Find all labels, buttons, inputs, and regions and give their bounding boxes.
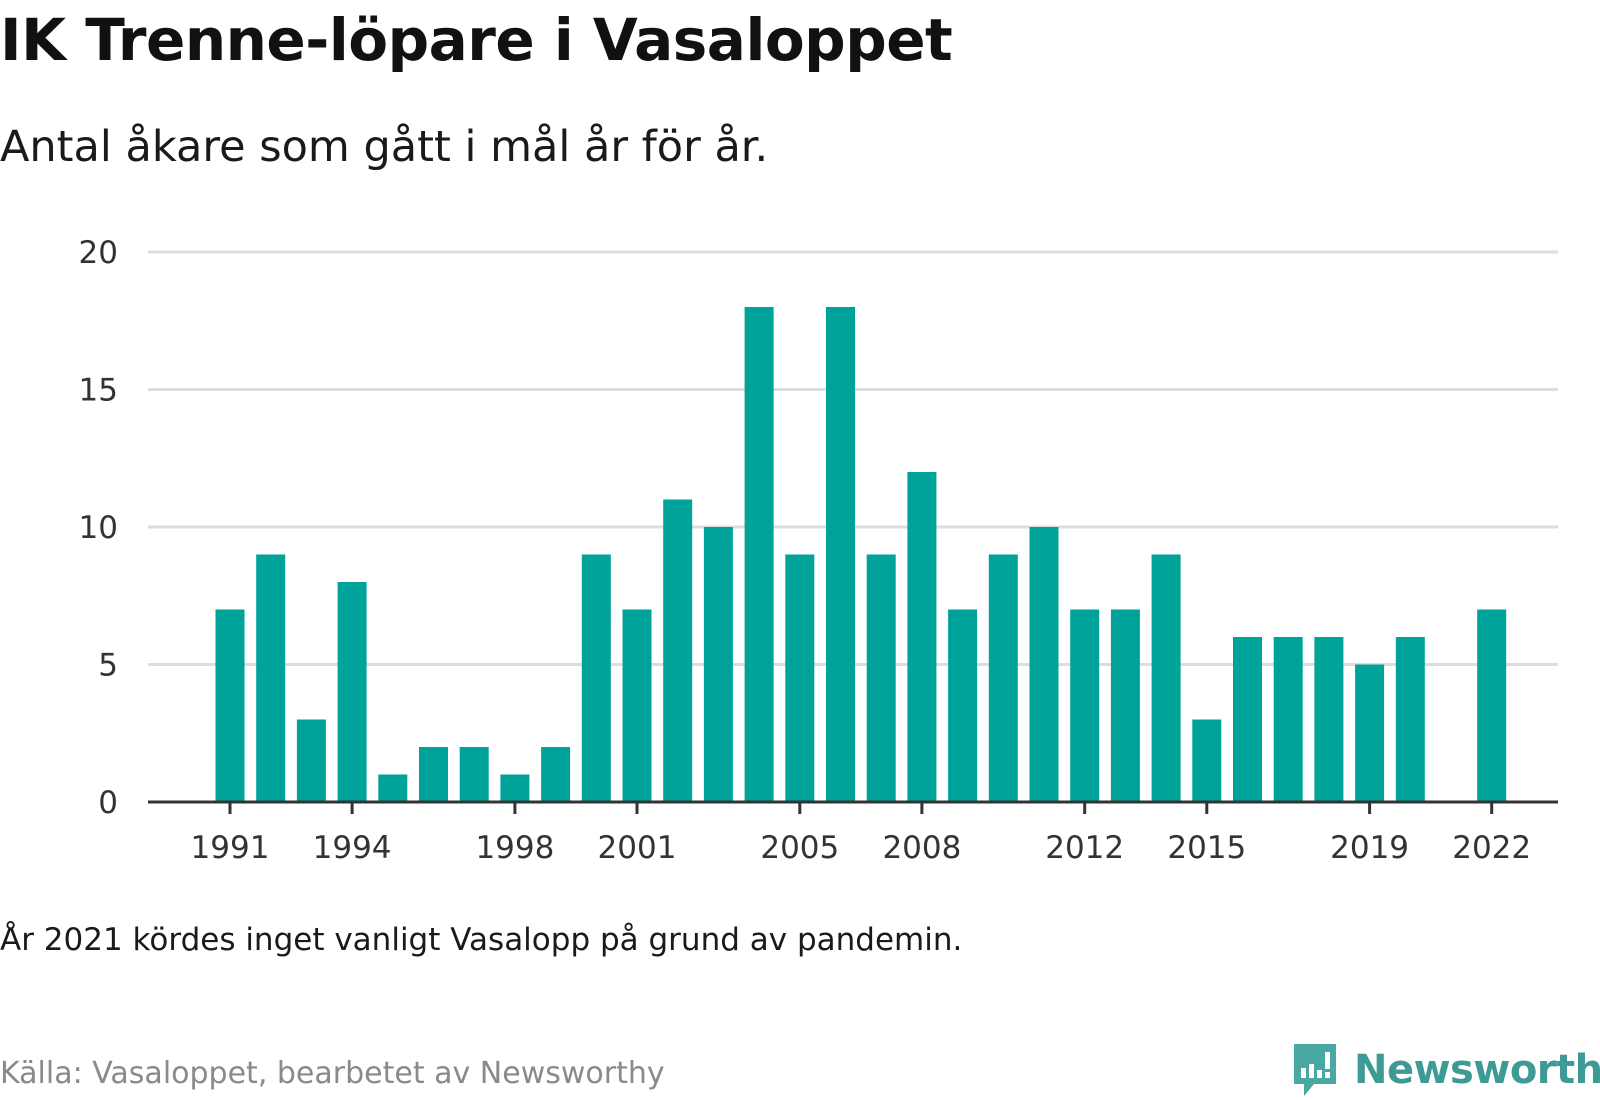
y-axis-ticks: 0 5 10 15 20 — [79, 235, 118, 821]
x-tick-label-1994: 1994 — [313, 830, 392, 866]
bar-2001 — [622, 609, 652, 802]
x-tick-label-2022: 2022 — [1452, 830, 1531, 866]
bar-2017 — [1273, 637, 1303, 802]
bar-2014 — [1151, 554, 1181, 802]
bars — [215, 307, 1507, 802]
y-tick-label-15: 15 — [79, 373, 118, 409]
bar-2016 — [1233, 637, 1262, 802]
bar-2010 — [988, 554, 1018, 802]
bar-2009 — [948, 609, 978, 802]
bar-2012 — [1070, 609, 1100, 802]
source-credit: Källa: Vasaloppet, bearbetet av Newswort… — [0, 1056, 665, 1091]
brand-logo: Newsworthy — [1290, 1040, 1600, 1100]
bar-2005 — [785, 554, 815, 802]
x-tick-label-2012: 2012 — [1045, 830, 1124, 866]
bar-2000 — [581, 554, 611, 802]
chart-subtitle: Antal åkare som gått i mål år för år. — [0, 122, 769, 172]
bar-2018 — [1314, 637, 1344, 802]
bar-chart: 0 5 10 15 20 1991 1994 1998 2001 2005 2008 2012 201… — [79, 235, 1558, 866]
x-tick-label-2008: 2008 — [882, 830, 961, 866]
x-tick-label-2005: 2005 — [760, 830, 839, 866]
y-tick-label-0: 0 — [98, 785, 118, 821]
bar-2015 — [1192, 719, 1222, 802]
bar-2006 — [826, 307, 855, 802]
x-tick-label-1998: 1998 — [475, 830, 554, 866]
bar-1991 — [215, 609, 245, 802]
bar-2011 — [1029, 527, 1059, 802]
bar-1992 — [256, 554, 286, 802]
x-tick-label-2001: 2001 — [598, 830, 677, 866]
bar-2022 — [1477, 609, 1507, 802]
chart-note: År 2021 kördes inget vanligt Vasalopp på… — [0, 922, 963, 958]
chart-title: IK Trenne-löpare i Vasaloppet — [0, 6, 953, 74]
bar-2003 — [703, 527, 733, 802]
bar-2004 — [744, 307, 774, 802]
bar-2002 — [663, 499, 693, 802]
bar-2019 — [1355, 664, 1385, 802]
x-tick-label-2015: 2015 — [1167, 830, 1246, 866]
bar-2007 — [866, 554, 896, 802]
x-axis-ticks: 1991 1994 1998 2001 2005 2008 2012 2015 2019 2022 — [191, 802, 1531, 866]
x-tick-label-1991: 1991 — [191, 830, 270, 866]
brand-name: Newsworthy — [1354, 1047, 1600, 1093]
bar-1994 — [337, 582, 367, 802]
x-tick-label-2019: 2019 — [1330, 830, 1409, 866]
y-tick-label-10: 10 — [79, 510, 118, 546]
bar-1995 — [378, 774, 408, 802]
bar-2020 — [1395, 637, 1425, 802]
bar-2008 — [907, 472, 937, 802]
y-tick-label-20: 20 — [79, 235, 118, 271]
bar-1993 — [296, 719, 326, 802]
newsworthy-logo-icon — [1294, 1044, 1336, 1096]
bar-1996 — [419, 747, 448, 802]
bar-1998 — [500, 774, 530, 802]
y-tick-label-5: 5 — [98, 648, 118, 684]
bar-1999 — [541, 747, 571, 802]
bar-2013 — [1110, 609, 1140, 802]
bar-1997 — [459, 747, 489, 802]
